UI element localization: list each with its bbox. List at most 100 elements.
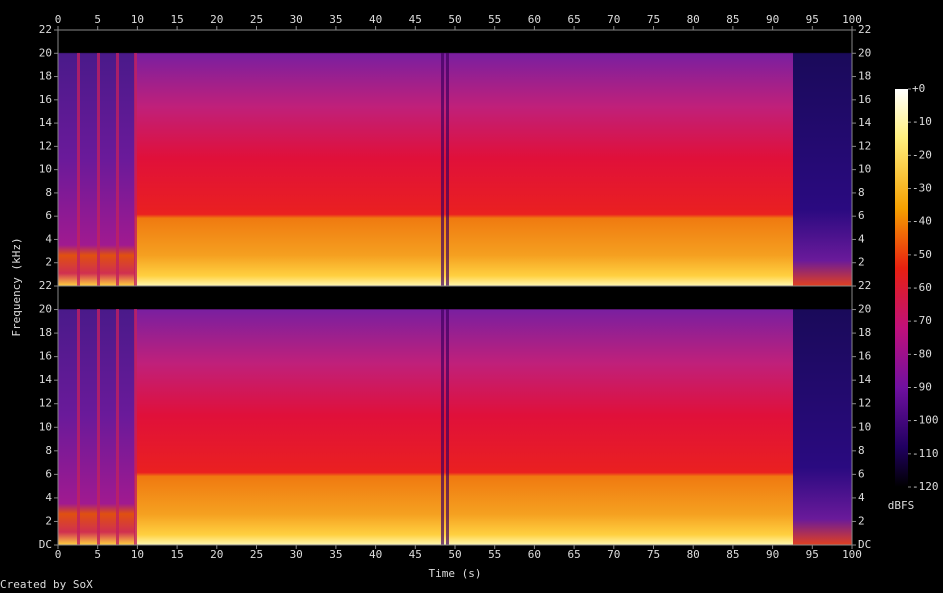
x-tick-label: 40 — [369, 548, 382, 561]
x-tick-label: 60 — [528, 13, 541, 26]
colorbar-tick-label: -110 — [912, 447, 939, 460]
y-tick-label: 14 — [858, 373, 872, 386]
y-tick-label: 16 — [858, 350, 871, 363]
y-tick-label: 14 — [39, 373, 53, 386]
y-tick-label: 2 — [45, 256, 52, 269]
y-tick-label: 10 — [39, 420, 52, 433]
y-tick-label: 22 — [39, 279, 52, 292]
x-tick-label: 55 — [488, 13, 501, 26]
x-tick-label: 60 — [528, 548, 541, 561]
y-tick-label: 6 — [45, 209, 52, 222]
spectrum-body — [135, 286, 793, 545]
y-tick-label: 12 — [858, 139, 871, 152]
y-tick-label: 16 — [39, 350, 52, 363]
x-tick-label: 45 — [409, 13, 422, 26]
x-tick-label: 30 — [290, 548, 303, 561]
x-tick-label: 65 — [567, 13, 580, 26]
colorbar-tick-label: -100 — [912, 414, 939, 427]
y-tick-label: 16 — [39, 93, 52, 106]
x-tick-label: 10 — [131, 548, 144, 561]
y-tick-label: 4 — [858, 232, 865, 245]
stripe — [116, 53, 119, 286]
x-tick-label: 75 — [647, 13, 660, 26]
x-tick-label: 15 — [170, 13, 183, 26]
y-tick-label: 14 — [858, 116, 872, 129]
x-axis-label: Time (s) — [429, 567, 482, 580]
y-tick-label: 8 — [45, 186, 52, 199]
stripe — [134, 53, 137, 286]
stripe — [446, 309, 449, 545]
y-axis-label: Frequency (kHz) — [10, 237, 23, 336]
y-tick-label: 20 — [858, 303, 871, 316]
x-tick-label: 90 — [766, 13, 779, 26]
x-tick-label: 95 — [806, 548, 819, 561]
x-tick-label: 55 — [488, 548, 501, 561]
y-tick-label: 4 — [45, 232, 52, 245]
spectrum-body — [135, 30, 793, 286]
y-tick-label: 2 — [858, 256, 865, 269]
x-tick-label: 35 — [329, 13, 342, 26]
y-tick-label: 12 — [39, 139, 52, 152]
y-tick-label: 22 — [858, 279, 871, 292]
x-tick-label: 100 — [842, 13, 862, 26]
stripe — [446, 53, 449, 286]
stripe — [116, 309, 119, 545]
colorbar-tick-label: -20 — [912, 148, 932, 161]
y-tick-label: 18 — [858, 326, 871, 339]
y-tick-label: DC — [858, 538, 871, 551]
x-tick-label: 30 — [290, 13, 303, 26]
y-tick-label: 14 — [39, 116, 53, 129]
x-tick-label: 40 — [369, 13, 382, 26]
stripe — [134, 309, 137, 545]
stripe — [77, 53, 80, 286]
y-tick-label: 8 — [45, 444, 52, 457]
x-tick-label: 45 — [409, 548, 422, 561]
y-tick-label: 20 — [39, 303, 52, 316]
colorbar-tick-label: +0 — [912, 82, 925, 95]
x-tick-label: 35 — [329, 548, 342, 561]
spectrum-intro — [58, 30, 135, 286]
y-tick-label: 6 — [858, 209, 865, 222]
x-tick-label: 0 — [55, 548, 62, 561]
x-tick-label: 75 — [647, 548, 660, 561]
y-tick-label: 6 — [45, 467, 52, 480]
colorbar-label: dBFS — [888, 499, 915, 512]
x-tick-label: 15 — [170, 548, 183, 561]
stripe — [77, 309, 80, 545]
y-tick-label: 8 — [858, 186, 865, 199]
stripe — [97, 53, 100, 286]
colorbar-tick-label: -30 — [912, 182, 932, 195]
colorbar-tick-label: -60 — [912, 281, 932, 294]
y-tick-label: 2 — [858, 514, 865, 527]
spectrum-fade — [793, 30, 852, 286]
y-tick-label: 2 — [45, 514, 52, 527]
x-tick-label: 90 — [766, 548, 779, 561]
y-tick-label: 18 — [39, 70, 52, 83]
colorbar-tick-label: -80 — [912, 347, 932, 360]
y-tick-label: 12 — [858, 397, 871, 410]
x-tick-label: 50 — [448, 548, 461, 561]
colorbar-tick-label: -40 — [912, 215, 932, 228]
stripe — [441, 309, 444, 545]
y-tick-label: 16 — [858, 93, 871, 106]
colorbar-tick-label: -120 — [912, 480, 939, 493]
x-tick-label: 20 — [210, 13, 223, 26]
x-tick-label: 5 — [94, 548, 101, 561]
footer: Created by SoX — [0, 578, 93, 591]
colorbar-tick-label: -50 — [912, 248, 932, 261]
y-tick-label: 10 — [858, 420, 871, 433]
x-tick-label: 80 — [687, 548, 700, 561]
y-tick-label: 6 — [858, 467, 865, 480]
x-tick-label: 25 — [250, 548, 263, 561]
y-tick-label: 22 — [39, 23, 52, 36]
y-tick-label: 4 — [45, 491, 52, 504]
y-tick-label: DC — [39, 538, 52, 551]
y-tick-label: 4 — [858, 491, 865, 504]
x-tick-label: 70 — [607, 13, 620, 26]
colorbar — [895, 89, 908, 487]
x-tick-label: 95 — [806, 13, 819, 26]
x-tick-label: 0 — [55, 13, 62, 26]
x-tick-label: 50 — [448, 13, 461, 26]
y-tick-label: 20 — [39, 46, 52, 59]
